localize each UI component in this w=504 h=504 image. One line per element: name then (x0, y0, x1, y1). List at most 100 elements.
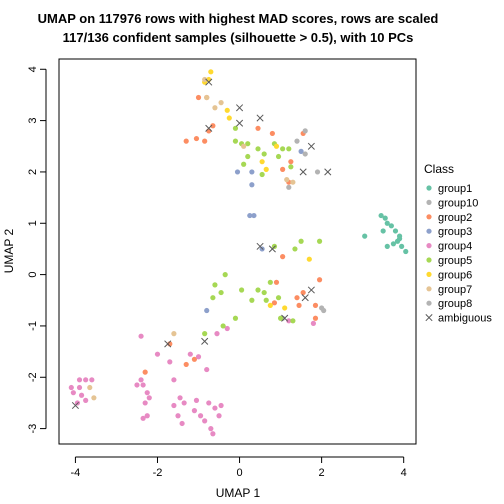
data-point-group1 (392, 228, 399, 234)
y-tick-label: 2 (27, 169, 39, 175)
data-point-group5 (275, 295, 282, 301)
data-point-group7 (212, 105, 218, 111)
x-tick-label: -2 (153, 467, 163, 479)
y-axis: -3 -2 -1 0 1 2 3 4 (27, 66, 47, 433)
legend-marker-group10 (426, 199, 432, 205)
data-point-group6 (259, 159, 265, 165)
data-point-group4 (76, 377, 83, 383)
legend-label-group5: group5 (438, 255, 472, 267)
legend-marker-group8 (426, 300, 432, 306)
data-point-group1 (378, 212, 384, 219)
data-point-group2 (142, 369, 148, 375)
legend-label-group4: group4 (438, 241, 472, 253)
series-group6 (202, 69, 312, 311)
data-point-group7 (91, 395, 97, 401)
data-point-group4 (138, 333, 144, 339)
data-point-group2 (280, 166, 286, 172)
y-axis-label: UMAP 2 (2, 228, 16, 273)
data-point-group7 (218, 100, 224, 106)
data-point-group4 (193, 397, 200, 403)
data-point-group4 (181, 400, 187, 406)
data-point-group4 (83, 397, 89, 403)
data-point-group3 (234, 169, 241, 175)
data-point-group4 (286, 318, 292, 324)
data-point-group1 (384, 220, 390, 226)
series-ambiguous (71, 78, 332, 410)
data-point-group1 (399, 243, 405, 249)
legend-label-group7: group7 (438, 284, 472, 296)
data-point-group6 (263, 166, 269, 172)
series-group4 (68, 318, 317, 437)
data-point-group1 (362, 233, 368, 239)
data-point-ambiguous (235, 104, 244, 112)
data-point-ambiguous (281, 314, 289, 322)
data-point-group5 (218, 289, 224, 296)
data-point-group7 (284, 177, 290, 183)
data-point-group4 (140, 382, 146, 388)
data-point-group3 (247, 212, 253, 219)
legend: Class group1 group10 group2 group3 group4 gro… (424, 162, 492, 325)
series-group3 (204, 148, 304, 314)
data-point-group8 (302, 128, 308, 134)
data-point-group5 (275, 153, 282, 160)
data-point-ambiguous (164, 340, 172, 348)
data-point-group3 (298, 148, 304, 154)
data-point-group5 (261, 151, 267, 157)
data-point-group5 (280, 146, 286, 152)
data-point-ambiguous (235, 119, 244, 127)
data-point-group2 (210, 123, 216, 129)
data-point-group2 (280, 254, 286, 260)
series-group10 (280, 169, 327, 321)
data-point-group10 (314, 169, 321, 175)
x-tick-label: 4 (401, 467, 407, 479)
data-point-group1 (396, 236, 403, 242)
data-point-group4 (134, 382, 140, 388)
data-point-ambiguous (205, 78, 213, 86)
data-point-group2 (183, 361, 189, 368)
data-point-group4 (76, 384, 83, 391)
data-point-group4 (144, 413, 150, 419)
data-point-group4 (167, 359, 173, 365)
data-point-group5 (202, 331, 208, 337)
data-point-ambiguous (299, 168, 307, 176)
data-point-group6 (267, 302, 273, 308)
data-point-group1 (390, 241, 397, 247)
legend-marker-group1 (426, 185, 432, 191)
legend-label-group2: group2 (438, 212, 472, 224)
data-point-group4 (70, 390, 76, 396)
series-group8 (294, 128, 325, 311)
data-point-group1 (388, 223, 394, 229)
y-tick-label: 0 (27, 272, 39, 278)
data-point-group4 (208, 426, 214, 432)
data-point-group2 (206, 128, 212, 134)
data-point-group5 (212, 282, 218, 288)
data-point-group4 (216, 413, 222, 419)
data-point-group7 (87, 384, 93, 391)
series-group2 (142, 94, 323, 375)
legend-marker-group5 (426, 257, 432, 263)
data-point-group4 (171, 402, 177, 409)
data-point-group4 (202, 418, 208, 424)
data-point-group7 (290, 179, 296, 185)
data-point-group4 (195, 354, 202, 360)
data-point-group5 (220, 323, 226, 329)
data-point-group5 (245, 153, 251, 160)
data-point-group5 (232, 125, 239, 131)
legend-marker-group7 (426, 286, 432, 292)
data-point-group5 (259, 171, 265, 178)
data-point-group7 (204, 94, 210, 101)
data-point-group4 (197, 413, 204, 419)
data-point-group4 (138, 377, 144, 383)
data-point-group3 (251, 212, 257, 219)
data-point-group8 (294, 138, 300, 144)
legend-label-group3: group3 (438, 226, 472, 238)
data-point-group4 (224, 325, 230, 332)
data-point-group4 (206, 400, 212, 406)
data-point-group5 (222, 272, 228, 278)
legend-title: Class (424, 162, 454, 176)
data-point-group4 (204, 366, 210, 373)
data-point-group4 (177, 395, 183, 401)
data-point-group5 (210, 295, 216, 301)
legend-marker-group6 (426, 271, 432, 277)
